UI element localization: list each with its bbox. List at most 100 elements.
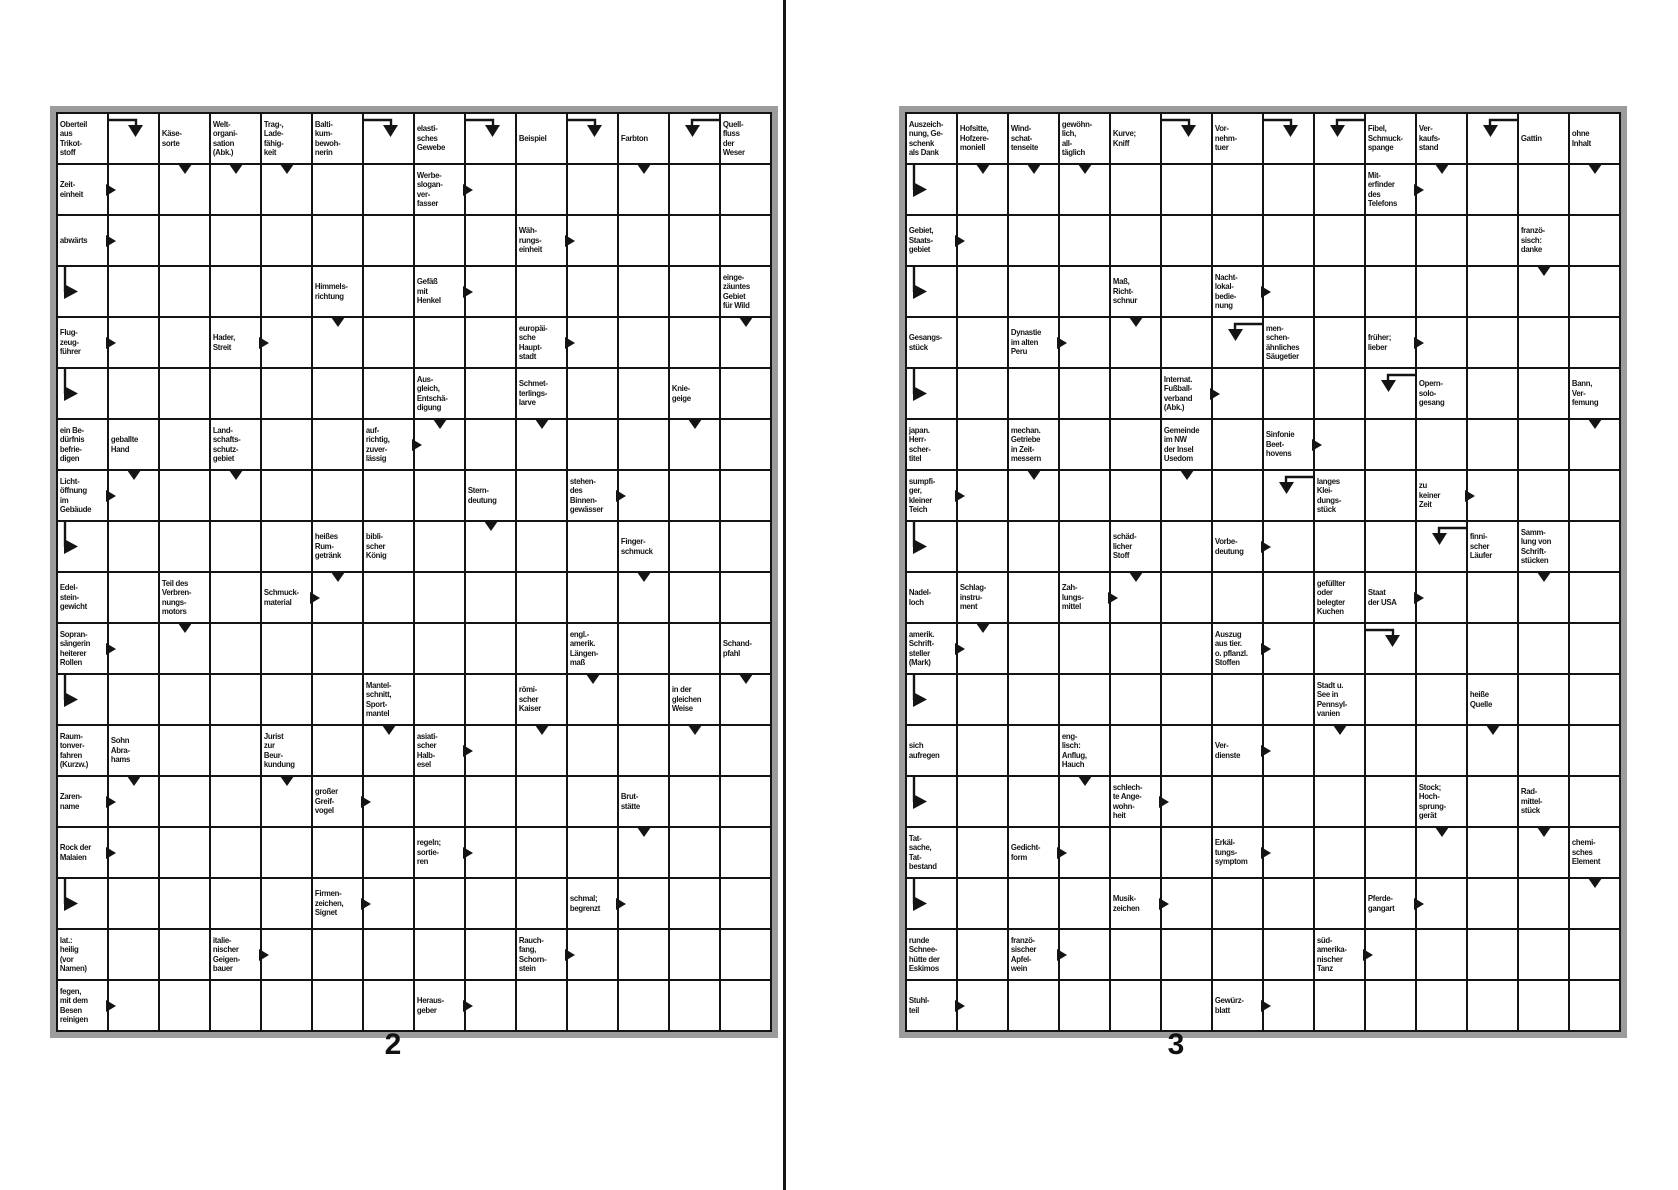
answer-cell[interactable] — [1162, 981, 1211, 1030]
answer-cell[interactable] — [1315, 420, 1364, 469]
answer-cell[interactable] — [1519, 930, 1568, 979]
answer-cell[interactable] — [364, 981, 413, 1030]
answer-cell[interactable] — [109, 776, 158, 826]
answer-cell[interactable] — [1417, 318, 1466, 367]
answer-cell[interactable] — [58, 522, 107, 571]
answer-cell[interactable] — [1417, 827, 1466, 877]
answer-cell[interactable] — [364, 114, 413, 163]
answer-cell[interactable] — [958, 522, 1007, 571]
answer-cell[interactable] — [1570, 419, 1619, 469]
answer-cell[interactable] — [1366, 420, 1415, 469]
answer-cell[interactable] — [160, 777, 209, 826]
answer-cell[interactable] — [568, 267, 617, 316]
answer-cell[interactable] — [517, 624, 566, 673]
answer-cell[interactable] — [1264, 879, 1313, 928]
answer-cell[interactable] — [1264, 828, 1313, 877]
answer-cell[interactable] — [1162, 470, 1211, 520]
answer-cell[interactable] — [1111, 828, 1160, 877]
answer-cell[interactable] — [364, 165, 413, 214]
answer-cell[interactable] — [364, 369, 413, 418]
answer-cell[interactable] — [262, 828, 311, 877]
answer-cell[interactable] — [517, 419, 566, 469]
answer-cell[interactable] — [1162, 930, 1211, 979]
answer-cell[interactable] — [1315, 828, 1364, 877]
answer-cell[interactable] — [415, 471, 464, 520]
answer-cell[interactable] — [568, 420, 617, 469]
answer-cell[interactable] — [1468, 369, 1517, 418]
answer-cell[interactable] — [466, 879, 515, 928]
answer-cell[interactable] — [211, 624, 260, 673]
answer-cell[interactable] — [1570, 777, 1619, 826]
answer-cell[interactable] — [262, 216, 311, 265]
answer-cell[interactable] — [1264, 165, 1313, 214]
answer-cell[interactable] — [313, 471, 362, 520]
answer-cell[interactable] — [1162, 726, 1211, 775]
answer-cell[interactable] — [1213, 777, 1262, 826]
answer-cell[interactable] — [1264, 267, 1313, 316]
answer-cell[interactable] — [313, 675, 362, 724]
answer-cell[interactable] — [1519, 981, 1568, 1030]
answer-cell[interactable] — [1060, 776, 1109, 826]
answer-cell[interactable] — [466, 216, 515, 265]
answer-cell[interactable] — [1519, 420, 1568, 469]
answer-cell[interactable] — [313, 572, 362, 622]
answer-cell[interactable] — [619, 726, 668, 775]
answer-cell[interactable] — [670, 318, 719, 367]
answer-cell[interactable] — [619, 216, 668, 265]
answer-cell[interactable] — [58, 267, 107, 316]
answer-cell[interactable] — [958, 164, 1007, 214]
answer-cell[interactable] — [1570, 930, 1619, 979]
answer-cell[interactable] — [262, 471, 311, 520]
answer-cell[interactable] — [160, 471, 209, 520]
answer-cell[interactable] — [619, 675, 668, 724]
answer-cell[interactable] — [58, 675, 107, 724]
answer-cell[interactable] — [1213, 573, 1262, 622]
answer-cell[interactable] — [1366, 777, 1415, 826]
answer-cell[interactable] — [568, 930, 617, 979]
answer-cell[interactable] — [1060, 675, 1109, 724]
answer-cell[interactable] — [721, 573, 770, 622]
answer-cell[interactable] — [415, 419, 464, 469]
answer-cell[interactable] — [313, 828, 362, 877]
answer-cell[interactable] — [1315, 777, 1364, 826]
answer-cell[interactable] — [466, 828, 515, 877]
answer-cell[interactable] — [1519, 726, 1568, 775]
answer-cell[interactable] — [1009, 216, 1058, 265]
answer-cell[interactable] — [1417, 981, 1466, 1030]
answer-cell[interactable] — [1111, 471, 1160, 520]
answer-cell[interactable] — [1264, 369, 1313, 418]
answer-cell[interactable] — [211, 828, 260, 877]
answer-cell[interactable] — [1111, 369, 1160, 418]
answer-cell[interactable] — [619, 827, 668, 877]
answer-cell[interactable] — [1570, 522, 1619, 571]
answer-cell[interactable] — [415, 573, 464, 622]
answer-cell[interactable] — [109, 114, 158, 163]
answer-cell[interactable] — [211, 675, 260, 724]
answer-cell[interactable] — [517, 573, 566, 622]
answer-cell[interactable] — [721, 930, 770, 979]
answer-cell[interactable] — [670, 725, 719, 775]
answer-cell[interactable] — [1009, 675, 1058, 724]
answer-cell[interactable] — [1315, 725, 1364, 775]
answer-cell[interactable] — [1009, 267, 1058, 316]
answer-cell[interactable] — [1111, 930, 1160, 979]
answer-cell[interactable] — [670, 777, 719, 826]
answer-cell[interactable] — [364, 624, 413, 673]
answer-cell[interactable] — [211, 267, 260, 316]
answer-cell[interactable] — [1468, 267, 1517, 316]
answer-cell[interactable] — [262, 420, 311, 469]
answer-cell[interactable] — [670, 573, 719, 622]
answer-cell[interactable] — [1519, 471, 1568, 520]
answer-cell[interactable] — [1468, 828, 1517, 877]
answer-cell[interactable] — [466, 777, 515, 826]
answer-cell[interactable] — [619, 267, 668, 316]
answer-cell[interactable] — [313, 930, 362, 979]
answer-cell[interactable] — [1570, 318, 1619, 367]
answer-cell[interactable] — [907, 165, 956, 214]
answer-cell[interactable] — [466, 624, 515, 673]
answer-cell[interactable] — [958, 267, 1007, 316]
answer-cell[interactable] — [670, 471, 719, 520]
answer-cell[interactable] — [670, 930, 719, 979]
answer-cell[interactable] — [1570, 164, 1619, 214]
answer-cell[interactable] — [1417, 267, 1466, 316]
